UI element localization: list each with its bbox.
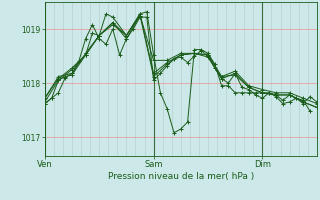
X-axis label: Pression niveau de la mer( hPa ): Pression niveau de la mer( hPa ): [108, 172, 254, 181]
